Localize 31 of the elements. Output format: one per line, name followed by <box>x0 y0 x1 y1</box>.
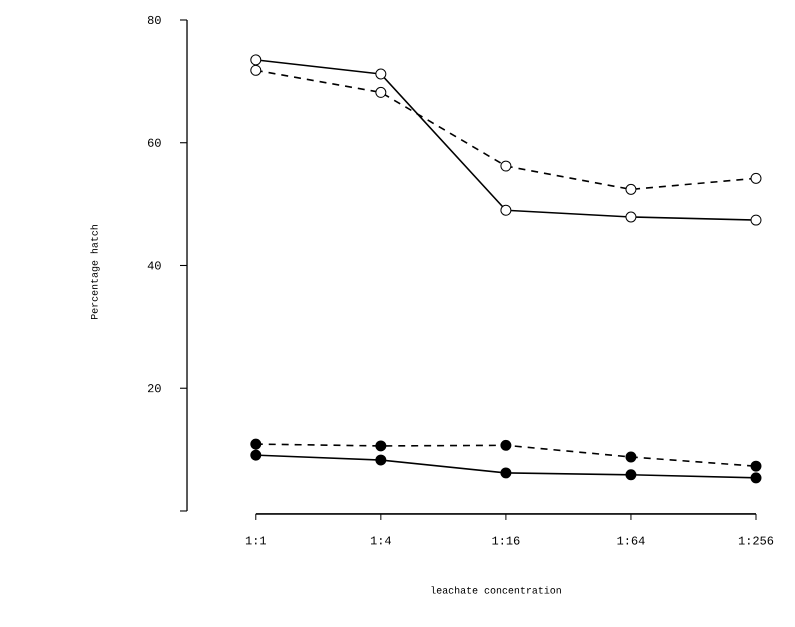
x-axis-title: leachate concentration <box>432 586 561 594</box>
point <box>500 204 512 216</box>
y-tick-label: 40 <box>148 261 161 270</box>
point <box>750 472 762 484</box>
point <box>500 160 512 172</box>
point <box>250 450 262 461</box>
y-tick-label: 80 <box>148 16 161 24</box>
point <box>375 440 386 452</box>
x-tick-label: 1:256 <box>738 536 774 545</box>
point <box>750 214 762 226</box>
y-axis-title: Percentage hatch <box>90 225 100 320</box>
point <box>375 86 386 98</box>
point <box>250 64 262 76</box>
point <box>250 54 262 66</box>
point <box>625 469 636 480</box>
point <box>500 440 512 451</box>
point <box>750 460 762 472</box>
point <box>625 184 636 195</box>
y-tick-label: 60 <box>148 138 161 147</box>
point <box>500 467 512 478</box>
x-tick-label: 1:1 <box>246 536 266 544</box>
x-tick-label: 1:4 <box>370 536 391 544</box>
point <box>375 68 386 80</box>
x-tick-label: 1:64 <box>617 536 645 545</box>
point <box>750 172 762 184</box>
x-tick-label: 1:16 <box>492 536 520 545</box>
y-tick-label: 20 <box>148 384 161 392</box>
point <box>250 438 262 450</box>
point <box>375 454 386 466</box>
point <box>625 212 636 222</box>
point <box>625 451 636 462</box>
